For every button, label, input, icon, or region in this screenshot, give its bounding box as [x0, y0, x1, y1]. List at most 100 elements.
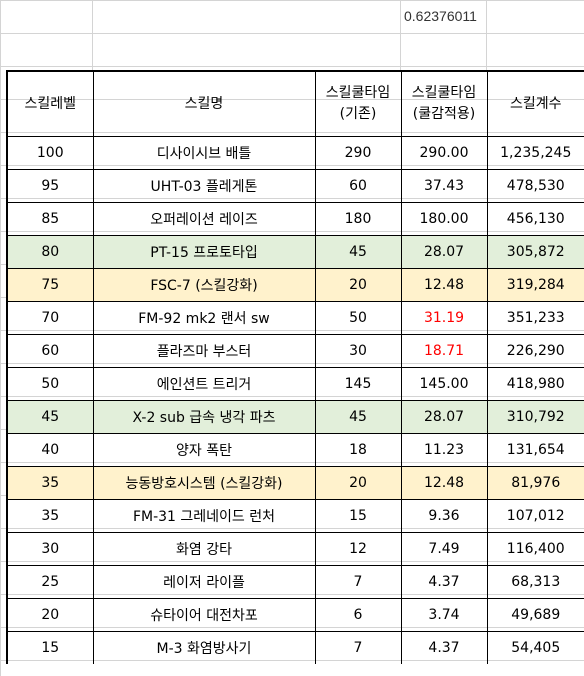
cell-cooldown-reduced[interactable]: 3.74 — [400, 598, 488, 632]
cell-cooldown-base[interactable]: 15 — [314, 499, 402, 533]
cell-coefficient[interactable]: 68,313 — [486, 565, 584, 599]
table-row: 100 디사이시브 배틀 290 290.00 1,235,245 — [6, 136, 584, 170]
cell-cooldown-reduced[interactable]: 180.00 — [400, 202, 488, 236]
cell-cooldown-reduced[interactable]: 31.19 — [400, 301, 488, 335]
cell-cooldown-base[interactable]: 45 — [314, 400, 402, 434]
cell-cooldown-reduced[interactable]: 7.49 — [400, 532, 488, 566]
table-row: 80 PT-15 프로토타입 45 28.07 305,872 — [6, 235, 584, 269]
cell-skill-name[interactable]: X-2 sub 급속 냉각 파츠 — [92, 400, 316, 434]
cell-coefficient[interactable]: 305,872 — [486, 235, 584, 269]
cell-skill-name[interactable]: PT-15 프로토타입 — [92, 235, 316, 269]
cell-cooldown-reduced[interactable]: 145.00 — [400, 367, 488, 401]
cell-cooldown-reduced[interactable]: 9.36 — [400, 499, 488, 533]
cell-coefficient[interactable]: 456,130 — [486, 202, 584, 236]
cell-cooldown-base[interactable]: 20 — [314, 268, 402, 302]
cell-cooldown-base[interactable]: 7 — [314, 565, 402, 599]
cell-level[interactable]: 40 — [6, 433, 94, 467]
cell-coefficient[interactable]: 319,284 — [486, 268, 584, 302]
cell-cooldown-reduced[interactable]: 12.48 — [400, 466, 488, 500]
cell-level[interactable]: 15 — [6, 631, 94, 664]
cell-skill-name[interactable]: UHT-03 플레게톤 — [92, 169, 316, 203]
cell-cooldown-base[interactable]: 60 — [314, 169, 402, 203]
table-row: 60 플라즈마 부스터 30 18.71 226,290 — [6, 334, 584, 368]
cell-level[interactable]: 80 — [6, 235, 94, 269]
cell-coefficient[interactable]: 49,689 — [486, 598, 584, 632]
cell-cooldown-reduced[interactable]: 4.37 — [400, 565, 488, 599]
cell-cooldown-base[interactable]: 290 — [314, 136, 402, 170]
cell-cooldown-base[interactable]: 12 — [314, 532, 402, 566]
cell-cooldown-base[interactable]: 18 — [314, 433, 402, 467]
cell-level[interactable]: 75 — [6, 268, 94, 302]
cell-cooldown-reduced[interactable]: 12.48 — [400, 268, 488, 302]
cell-cooldown-reduced[interactable]: 37.43 — [400, 169, 488, 203]
cell-cooldown-reduced[interactable]: 28.07 — [400, 400, 488, 434]
header-cooldown-base[interactable]: 스킬쿨타임 (기존) — [314, 70, 402, 137]
cell-level[interactable]: 60 — [6, 334, 94, 368]
cell-skill-name[interactable]: 레이저 라이플 — [92, 565, 316, 599]
table-row: 35 FM-31 그레네이드 런처 15 9.36 107,012 — [6, 499, 584, 533]
column-divider — [400, 0, 401, 70]
table-row: 45 X-2 sub 급속 냉각 파츠 45 28.07 310,792 — [6, 400, 584, 434]
cell-skill-name[interactable]: 양자 폭탄 — [92, 433, 316, 467]
cell-cooldown-base[interactable]: 50 — [314, 301, 402, 335]
cell-level[interactable]: 20 — [6, 598, 94, 632]
cell-coefficient[interactable]: 116,400 — [486, 532, 584, 566]
cell-coefficient[interactable]: 1,235,245 — [486, 136, 584, 170]
cell-cooldown-base[interactable]: 6 — [314, 598, 402, 632]
cell-level[interactable]: 50 — [6, 367, 94, 401]
table-row: 25 레이저 라이플 7 4.37 68,313 — [6, 565, 584, 599]
cell-coefficient[interactable]: 54,405 — [486, 631, 584, 664]
cell-skill-name[interactable]: M-3 화염방사기 — [92, 631, 316, 664]
cell-cooldown-reduced[interactable]: 28.07 — [400, 235, 488, 269]
cell-cooldown-reduced[interactable]: 4.37 — [400, 631, 488, 664]
cell-cooldown-reduced[interactable]: 11.23 — [400, 433, 488, 467]
cell-skill-name[interactable]: 화염 강타 — [92, 532, 316, 566]
cell-level[interactable]: 45 — [6, 400, 94, 434]
cell-skill-name[interactable]: 슈타이어 대전차포 — [92, 598, 316, 632]
cell-level[interactable]: 95 — [6, 169, 94, 203]
cell-coefficient[interactable]: 107,012 — [486, 499, 584, 533]
table-row: 50 에인션트 트리거 145 145.00 418,980 — [6, 367, 584, 401]
cell-skill-name[interactable]: 플라즈마 부스터 — [92, 334, 316, 368]
header-cooldown-reduced[interactable]: 스킬쿨타임 (쿨감적용) — [400, 70, 488, 137]
cell-skill-name[interactable]: FM-92 mk2 랜서 sw — [92, 301, 316, 335]
table-row: 20 슈타이어 대전차포 6 3.74 49,689 — [6, 598, 584, 632]
cell-skill-name[interactable]: 에인션트 트리거 — [92, 367, 316, 401]
cell-cooldown-base[interactable]: 20 — [314, 466, 402, 500]
header-coefficient[interactable]: 스킬계수 — [486, 70, 584, 137]
table-row: 70 FM-92 mk2 랜서 sw 50 31.19 351,233 — [6, 301, 584, 335]
cell-level[interactable]: 35 — [6, 466, 94, 500]
cell-level[interactable]: 100 — [6, 136, 94, 170]
table-row: 40 양자 폭탄 18 11.23 131,654 — [6, 433, 584, 467]
cell-coefficient[interactable]: 81,976 — [486, 466, 584, 500]
cell-cooldown-base[interactable]: 145 — [314, 367, 402, 401]
header-row: 스킬레벨 스킬명 스킬쿨타임 (기존) 스킬쿨타임 (쿨감적용) 스킬계수 — [6, 70, 584, 137]
cell-level[interactable]: 35 — [6, 499, 94, 533]
cell-coefficient[interactable]: 226,290 — [486, 334, 584, 368]
cell-coefficient[interactable]: 418,980 — [486, 367, 584, 401]
cell-cooldown-base[interactable]: 7 — [314, 631, 402, 664]
cell-skill-name[interactable]: 오퍼레이션 레이즈 — [92, 202, 316, 236]
cell-cooldown-base[interactable]: 30 — [314, 334, 402, 368]
cell-skill-name[interactable]: FSC-7 (스킬강화) — [92, 268, 316, 302]
cell-level[interactable]: 30 — [6, 532, 94, 566]
header-name[interactable]: 스킬명 — [92, 70, 316, 137]
cell-cooldown-reduced[interactable]: 18.71 — [400, 334, 488, 368]
cell-coefficient[interactable]: 310,792 — [486, 400, 584, 434]
cell-level[interactable]: 70 — [6, 301, 94, 335]
cell-cooldown-base[interactable]: 45 — [314, 235, 402, 269]
cell-coefficient[interactable]: 351,233 — [486, 301, 584, 335]
header-level[interactable]: 스킬레벨 — [6, 70, 94, 137]
cell-skill-name[interactable]: 디사이시브 배틀 — [92, 136, 316, 170]
cell-cooldown-base[interactable]: 180 — [314, 202, 402, 236]
cell-skill-name[interactable]: FM-31 그레네이드 런처 — [92, 499, 316, 533]
top-cell-value[interactable]: 0.62376011 — [404, 8, 477, 24]
cell-coefficient[interactable]: 478,530 — [486, 169, 584, 203]
cell-level[interactable]: 85 — [6, 202, 94, 236]
cell-level[interactable]: 25 — [6, 565, 94, 599]
cell-skill-name[interactable]: 능동방호시스템 (스킬강화) — [92, 466, 316, 500]
table-row: 75 FSC-7 (스킬강화) 20 12.48 319,284 — [6, 268, 584, 302]
cell-coefficient[interactable]: 131,654 — [486, 433, 584, 467]
cell-cooldown-reduced[interactable]: 290.00 — [400, 136, 488, 170]
table-row: 30 화염 강타 12 7.49 116,400 — [6, 532, 584, 566]
